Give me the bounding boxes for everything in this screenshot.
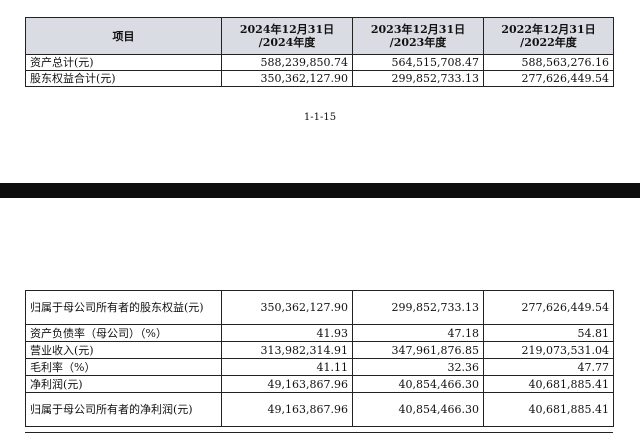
- table-row: 毛利率（%） 41.11 32.36 47.77: [25, 358, 614, 376]
- cell-2024: 350,362,127.90: [221, 70, 353, 87]
- header-2024: 2024年12月31日 /2024年度: [221, 17, 353, 55]
- row-label: 净利润(元): [25, 375, 222, 393]
- cell-2022: 40,681,885.41: [483, 392, 614, 427]
- header-2023: 2023年12月31日 /2023年度: [352, 17, 484, 55]
- cell-2024: 41.11: [221, 358, 353, 376]
- cell-2023: 299,852,733.13: [352, 70, 484, 87]
- cell-2023: 299,852,733.13: [352, 290, 484, 325]
- row-label: 资产总计(元): [25, 54, 222, 71]
- cell-2024: 49,163,867.96: [221, 375, 353, 393]
- cell-2022: 47.77: [483, 358, 614, 376]
- cell-2023: 564,515,708.47: [352, 54, 484, 71]
- cell-2024: 49,163,867.96: [221, 392, 353, 427]
- cut-off-row: [25, 432, 613, 438]
- cell-2022: 219,073,531.04: [483, 341, 614, 359]
- table-row: 净利润(元) 49,163,867.96 40,854,466.30 40,68…: [25, 375, 614, 393]
- financial-summary-table-top: 项目 2024年12月31日 /2024年度 2023年12月31日 /2023…: [25, 17, 614, 87]
- page-number: 1-1-15: [303, 112, 337, 123]
- header-item: 项目: [25, 17, 222, 55]
- cell-2023: 40,854,466.30: [352, 392, 484, 427]
- cell-2023: 40,854,466.30: [352, 375, 484, 393]
- table-row: 股东权益合计(元) 350,362,127.90 299,852,733.13 …: [25, 70, 614, 87]
- cell-2023: 32.36: [352, 358, 484, 376]
- row-label: 营业收入(元): [25, 341, 222, 359]
- table-row: 资产总计(元) 588,239,850.74 564,515,708.47 58…: [25, 54, 614, 71]
- cell-2022: 277,626,449.54: [483, 290, 614, 325]
- row-label: 归属于母公司所有者的股东权益(元): [25, 290, 222, 325]
- cell-2024: 350,362,127.90: [221, 290, 353, 325]
- row-label: 资产负债率（母公司）（%）: [25, 324, 222, 342]
- financial-summary-table-bottom: 归属于母公司所有者的股东权益(元) 350,362,127.90 299,852…: [25, 290, 614, 427]
- cell-2022: 588,563,276.16: [483, 54, 614, 71]
- table-row: 资产负债率（母公司）（%） 41.93 47.18 54.81: [25, 324, 614, 342]
- cell-2024: 588,239,850.74: [221, 54, 353, 71]
- cell-2022: 54.81: [483, 324, 614, 342]
- cell-2024: 313,982,314.91: [221, 341, 353, 359]
- cell-2023: 347,961,876.85: [352, 341, 484, 359]
- header-row: 项目 2024年12月31日 /2024年度 2023年12月31日 /2023…: [25, 17, 614, 55]
- table-row: 归属于母公司所有者的净利润(元) 49,163,867.96 40,854,46…: [25, 392, 614, 427]
- cell-2023: 47.18: [352, 324, 484, 342]
- row-label: 毛利率（%）: [25, 358, 222, 376]
- page-divider: [0, 183, 640, 198]
- cell-2022: 40,681,885.41: [483, 375, 614, 393]
- table-row: 营业收入(元) 313,982,314.91 347,961,876.85 21…: [25, 341, 614, 359]
- row-label: 归属于母公司所有者的净利润(元): [25, 392, 222, 427]
- row-label: 股东权益合计(元): [25, 70, 222, 87]
- header-2022: 2022年12月31日 /2022年度: [483, 17, 614, 55]
- table-row: 归属于母公司所有者的股东权益(元) 350,362,127.90 299,852…: [25, 290, 614, 325]
- cell-2024: 41.93: [221, 324, 353, 342]
- cell-2022: 277,626,449.54: [483, 70, 614, 87]
